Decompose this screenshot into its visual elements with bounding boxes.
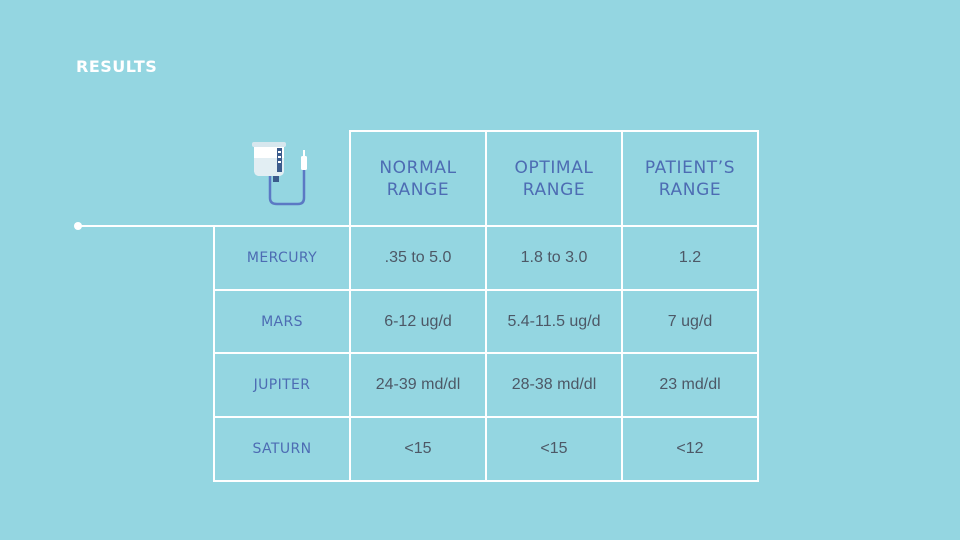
table-border [213,225,215,482]
row-header-jupiter: JUPITER [253,377,311,393]
table-cell: 24-39 md/dl [375,376,461,393]
table-cell: .35 to 5.0 [384,249,452,266]
table-border [349,130,351,482]
row-header-mercury: MERCURY [246,250,318,266]
table-cell: 1.2 [678,249,702,266]
table-cell: 5.4-11.5 ug/d [507,312,601,330]
table-border [757,130,759,482]
table-border [621,130,623,482]
table-border [350,130,759,132]
table-cell: <15 [404,440,432,457]
table-cell: 7 ug/d [667,312,713,330]
iv-bag-icon [252,142,307,206]
table-cell: 6-12 ug/d [384,312,452,330]
column-header-normal-range: NORMAL RANGE [379,157,457,200]
table-cell: <15 [540,440,568,457]
row-header-mars: MARS [261,313,303,330]
page-title: RESULTS [76,57,158,76]
row-header-saturn: SATURN [252,441,312,457]
table-cell: <12 [676,440,704,457]
table-border [485,130,487,482]
column-header-optimal-range: OPTIMAL RANGE [514,157,594,200]
timeline-dot [74,222,82,230]
table-cell: 1.8 to 3.0 [520,249,588,266]
table-cell: 28-38 md/dl [511,376,597,393]
column-header-patients-range: PATIENT’S RANGE [644,157,736,200]
table-cell: 23 md/dl [659,376,721,393]
